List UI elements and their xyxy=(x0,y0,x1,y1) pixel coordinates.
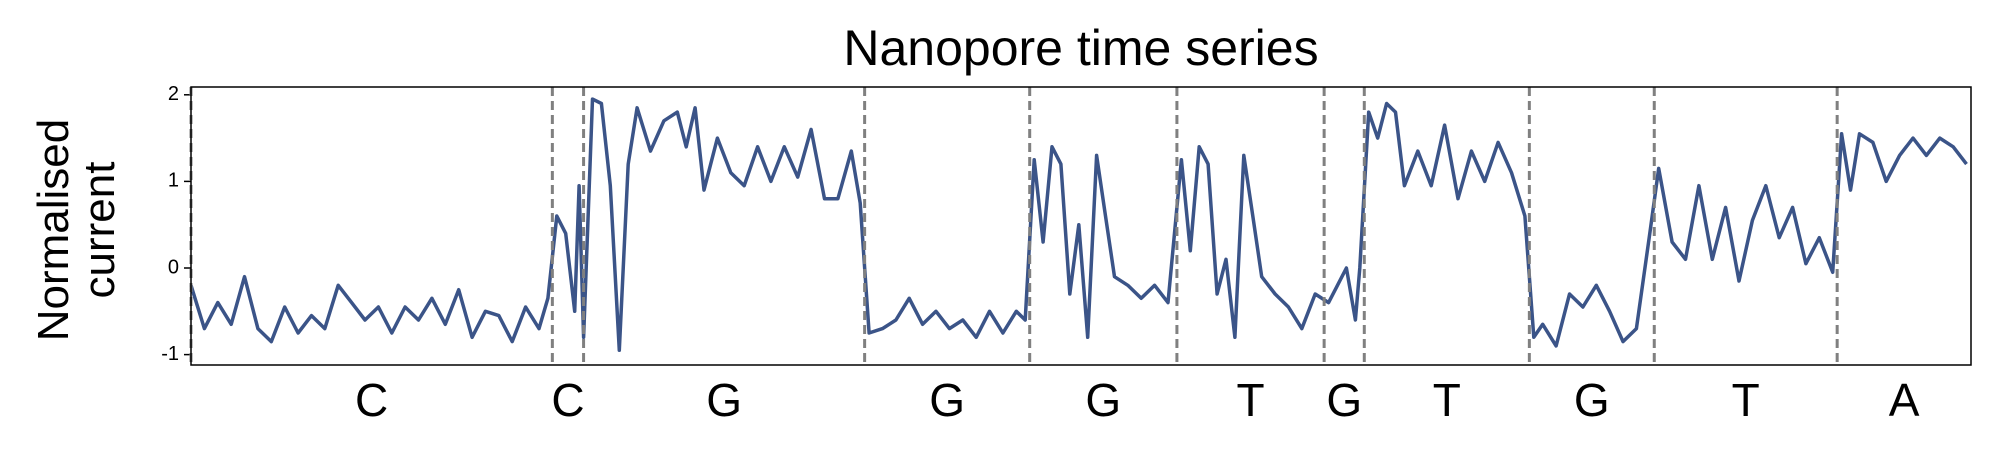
base-label: G xyxy=(929,374,965,426)
y-tick-label: 1 xyxy=(168,170,179,192)
base-label: T xyxy=(1433,374,1461,426)
base-label: G xyxy=(1574,374,1610,426)
base-label: G xyxy=(1085,374,1121,426)
y-axis-label: Normalised current xyxy=(28,118,124,342)
data-line xyxy=(189,97,1968,353)
base-label: G xyxy=(1326,374,1362,426)
y-tick-label: -1 xyxy=(161,343,179,365)
base-label: T xyxy=(1732,374,1760,426)
base-label: T xyxy=(1236,374,1264,426)
base-label: G xyxy=(706,374,742,426)
base-label: C xyxy=(551,374,584,426)
chart-title: Nanopore time series xyxy=(843,20,1318,76)
y-tick-label: 2 xyxy=(168,83,179,105)
y-tick-label: 0 xyxy=(168,256,179,278)
base-label: A xyxy=(1889,374,1920,426)
plot-frame xyxy=(190,86,1972,366)
base-label: C xyxy=(355,374,388,426)
